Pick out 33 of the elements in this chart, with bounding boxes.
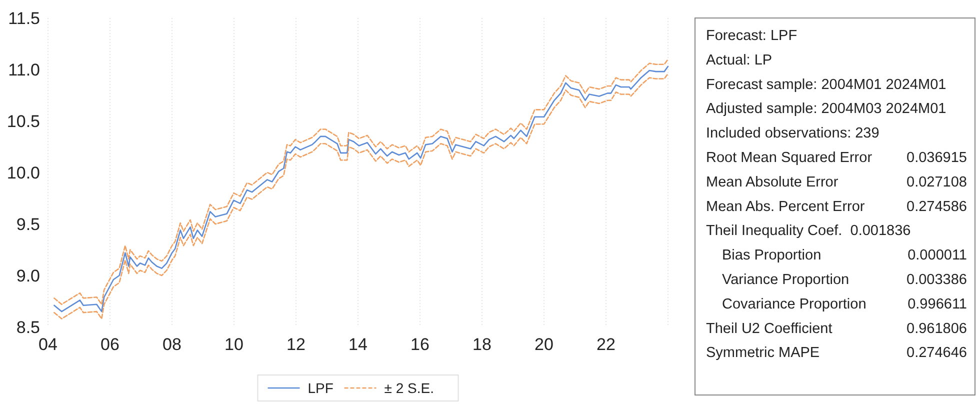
text: Adjusted sample: 2004M03 2024M01	[706, 101, 946, 118]
x-tick-label: 14	[348, 335, 368, 354]
y-tick-label: 9.0	[16, 266, 40, 286]
text: Actual: LP	[706, 52, 772, 68]
y-tick-label: 8.5	[16, 318, 40, 337]
x-tick-label: 12	[286, 335, 306, 354]
text: Included observations: 239	[706, 126, 880, 142]
text: Forecast sample: 2004M01 2024M01	[706, 76, 946, 93]
y-tick-label: 10.5	[6, 112, 40, 131]
y-tick-label: 10.0	[6, 163, 40, 182]
text: Bias Proportion 0.000011	[722, 248, 967, 264]
x-tick-label: 08	[162, 335, 182, 354]
y-tick-label: 9.5	[16, 214, 40, 234]
legend-label: LPF	[308, 380, 334, 396]
text: Mean Absolute Error 0.027108	[706, 174, 967, 190]
y-tick-label: 11.0	[8, 60, 40, 80]
x-tick-label: 20	[534, 335, 554, 354]
x-tick-label: 22	[596, 335, 616, 354]
text: Variance Proportion 0.003386	[722, 272, 967, 288]
text: Symmetric MAPE 0.274646	[706, 345, 967, 362]
text: Theil Inequality Coef. 0.001836	[706, 223, 911, 240]
x-tick-label: 06	[100, 335, 120, 354]
text: Forecast: LPF	[706, 28, 798, 44]
x-tick-label: 16	[410, 335, 430, 354]
y-tick-label: 11.5	[8, 8, 40, 28]
x-tick-label: 04	[38, 335, 58, 354]
x-tick-label: 18	[472, 335, 492, 354]
text: Mean Abs. Percent Error 0.274586	[706, 198, 967, 215]
legend-label: ± 2 S.E.	[384, 380, 434, 396]
text: Root Mean Squared Error 0.036915	[706, 150, 967, 166]
text: Covariance Proportion 0.996611	[722, 296, 967, 312]
x-tick-label: 10	[224, 335, 244, 354]
text: Theil U2 Coefficient 0.961806	[706, 320, 967, 337]
